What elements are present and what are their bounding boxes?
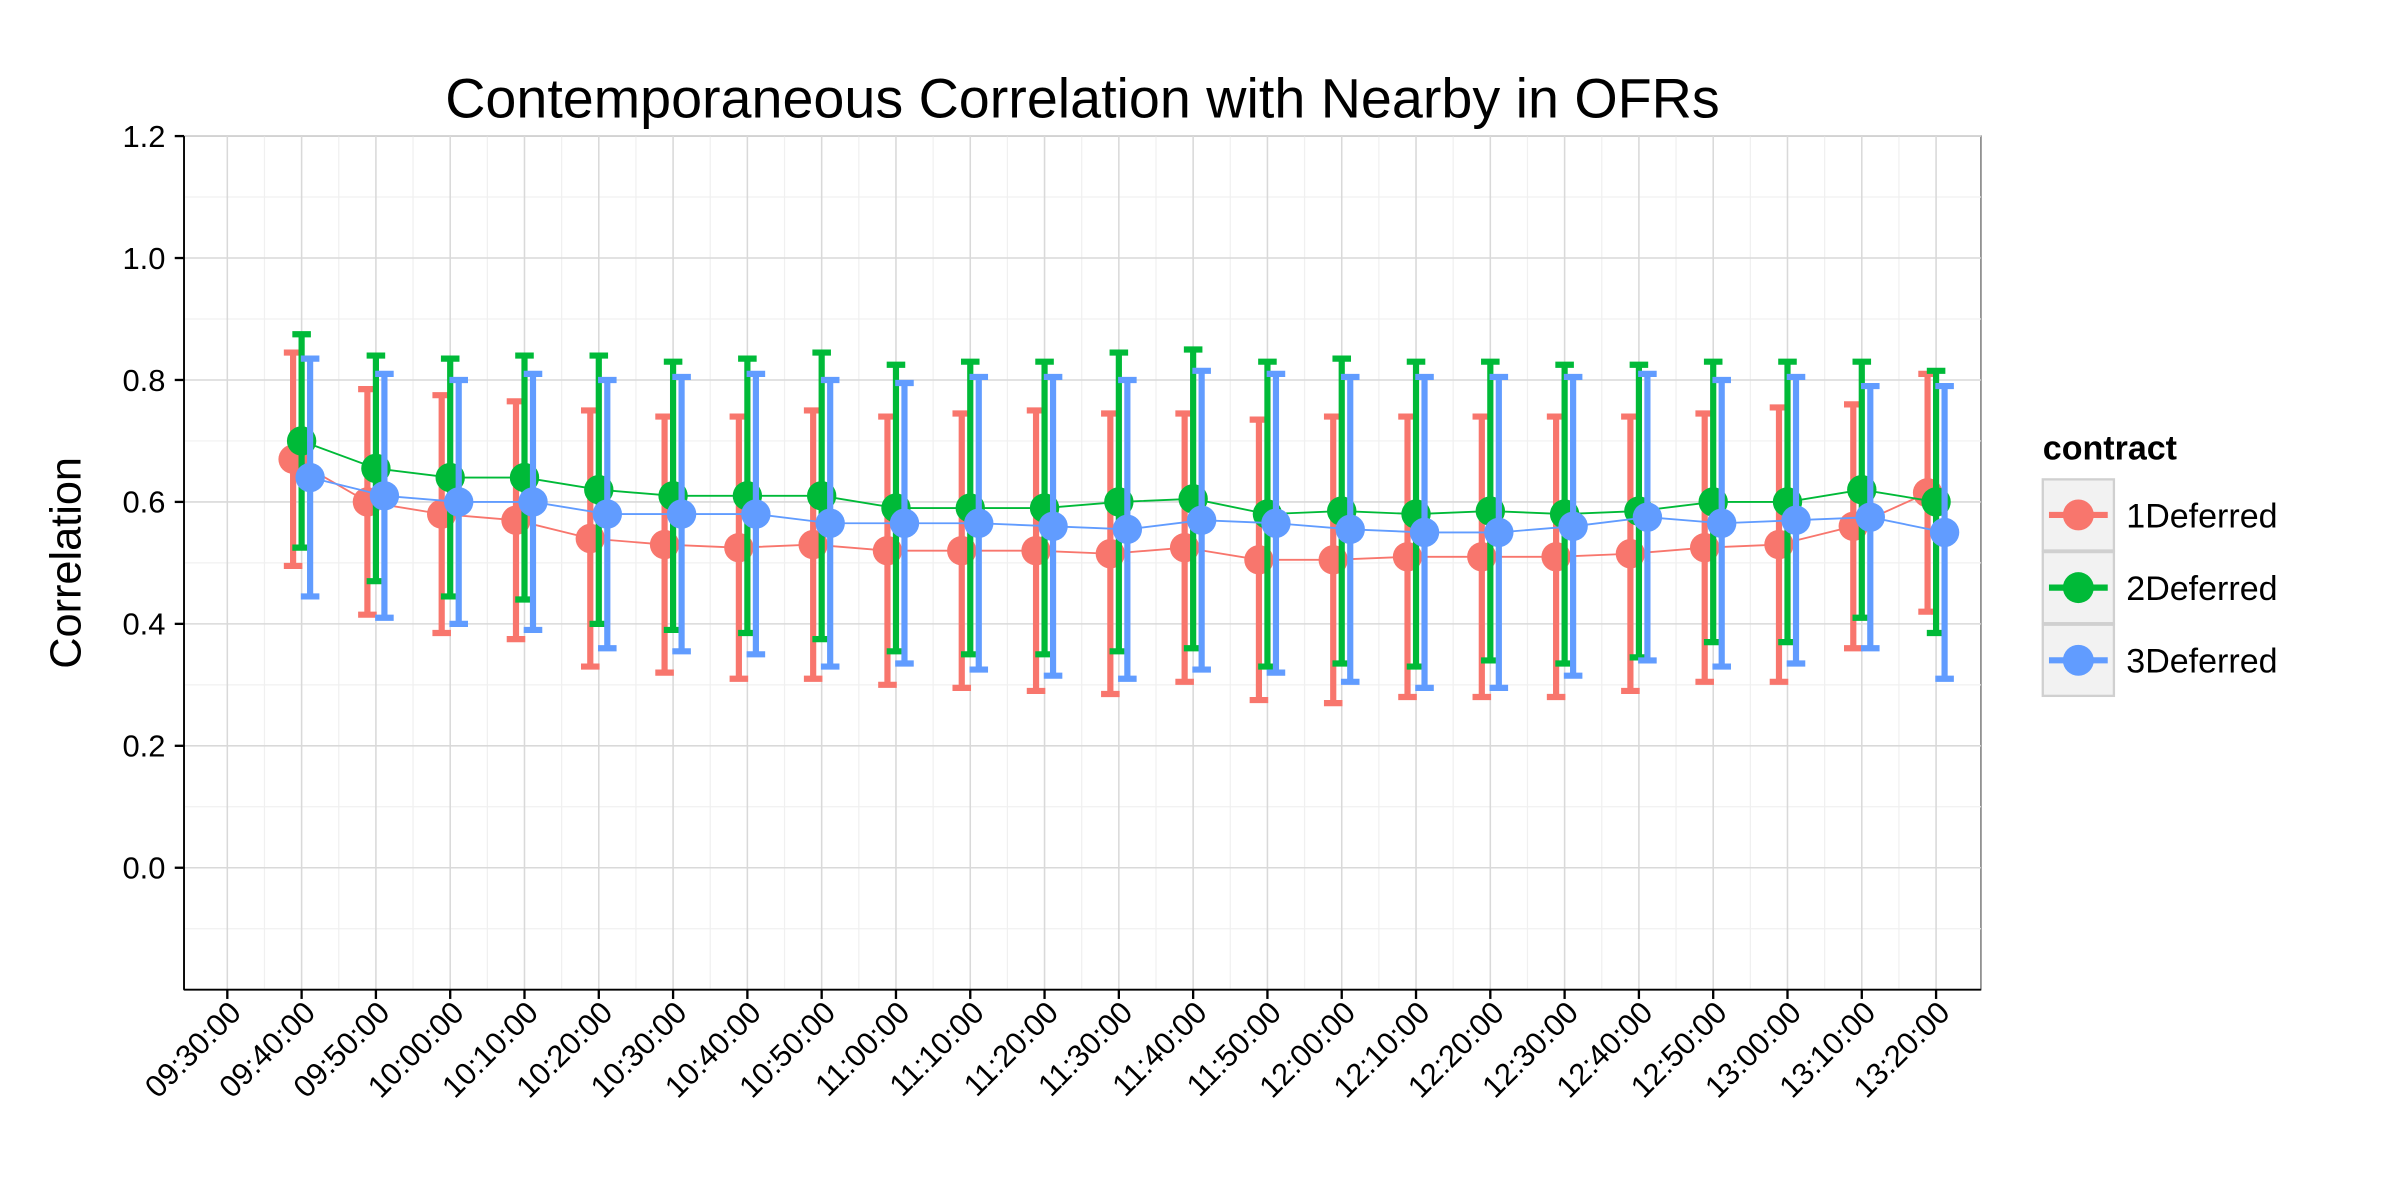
y-tick-label: 0.4 (122, 607, 165, 642)
y-tick-label: 0.0 (122, 851, 165, 886)
point (1558, 511, 1588, 541)
y-tick-label: 1.2 (122, 119, 165, 154)
legend-label: 3Deferred (2126, 643, 2277, 681)
point (1484, 517, 1514, 548)
point (741, 499, 771, 529)
legend-label: 2Deferred (2126, 570, 2277, 608)
chart-title: Contemporaneous Correlation with Nearby … (445, 68, 1719, 130)
y-tick-label: 1.0 (122, 241, 165, 276)
point (1855, 502, 1885, 532)
point (1929, 517, 1960, 548)
y-tick-label: 0.8 (122, 363, 165, 398)
legend-label: 1Deferred (2126, 497, 2277, 535)
legend-title: contract (2043, 429, 2177, 467)
point (1707, 508, 1737, 538)
point (369, 481, 400, 511)
point (1261, 508, 1291, 538)
point (815, 508, 845, 538)
point (964, 508, 994, 538)
point (518, 487, 548, 517)
legend-point (2062, 499, 2094, 531)
point (889, 508, 920, 538)
point (1409, 517, 1440, 548)
point (1186, 505, 1217, 535)
legend-point (2062, 572, 2094, 604)
point (1632, 502, 1663, 532)
point (1038, 511, 1068, 541)
point (592, 499, 622, 529)
y-tick-label: 0.6 (122, 485, 165, 520)
y-tick-label: 0.2 (122, 729, 165, 764)
point (1335, 514, 1365, 545)
point (295, 462, 325, 493)
point (1112, 514, 1143, 545)
legend-point (2062, 644, 2094, 676)
point (444, 487, 474, 517)
series (295, 355, 1960, 691)
y-axis-label: Correlation (42, 457, 90, 669)
point (666, 499, 697, 529)
point (1781, 505, 1811, 535)
